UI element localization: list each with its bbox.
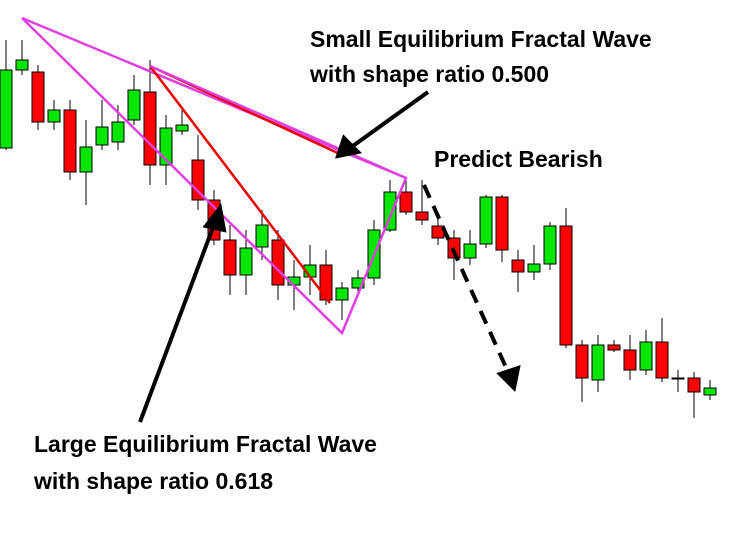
candle-body [575, 344, 589, 379]
arrow-head [335, 134, 363, 159]
candle-body [255, 224, 269, 248]
arrows [138, 90, 521, 423]
large-wave [21, 16, 408, 336]
candle-body [143, 91, 157, 166]
candle-body [607, 344, 621, 351]
candle-body [111, 121, 125, 143]
candle-body [175, 124, 189, 132]
candles [0, 40, 717, 418]
arrow-head [202, 203, 227, 233]
annotation: with shape ratio 0.618 [33, 468, 273, 494]
candle-body [79, 146, 93, 173]
candle-body [511, 259, 525, 273]
candle-body [335, 287, 349, 301]
candle-body [127, 89, 141, 121]
candle-body [479, 196, 493, 245]
wave-lines [21, 16, 408, 336]
annotation: Small Equilibrium Fractal Wave [310, 26, 652, 52]
arrow-large [138, 221, 217, 423]
small-wave-leg [149, 65, 331, 304]
predict-arrow [422, 184, 510, 373]
candle-body [559, 225, 573, 346]
candle-body [399, 191, 413, 213]
candle-body [463, 243, 477, 259]
annotation: Predict Bearish [434, 146, 603, 172]
candle-body [31, 71, 45, 123]
candle-body [239, 247, 253, 276]
candle-body [687, 377, 701, 393]
candle-body [47, 109, 61, 123]
annotation: with shape ratio 0.500 [309, 61, 549, 87]
arrow-head [496, 365, 521, 393]
candle-body [319, 264, 333, 301]
candle-body [415, 211, 429, 221]
candle-body [351, 277, 365, 289]
candle-body [703, 387, 717, 396]
candle-body [639, 341, 653, 371]
candle-body [63, 109, 77, 173]
candle-body [271, 239, 285, 286]
candle-body [95, 126, 109, 146]
candle-body [0, 69, 13, 149]
arrow-small [348, 90, 430, 150]
candle-body [623, 349, 637, 371]
candle-body [591, 344, 605, 381]
annotation: Large Equilibrium Fractal Wave [34, 431, 377, 457]
candle-body [495, 196, 509, 251]
candle-body [383, 191, 397, 231]
small-wave-magenta [149, 64, 407, 180]
candle-body [15, 59, 29, 71]
candle-body [543, 225, 557, 265]
candle-body [223, 239, 237, 276]
candle-body [527, 263, 541, 273]
candle-body [671, 377, 685, 380]
candle-body [655, 341, 669, 379]
